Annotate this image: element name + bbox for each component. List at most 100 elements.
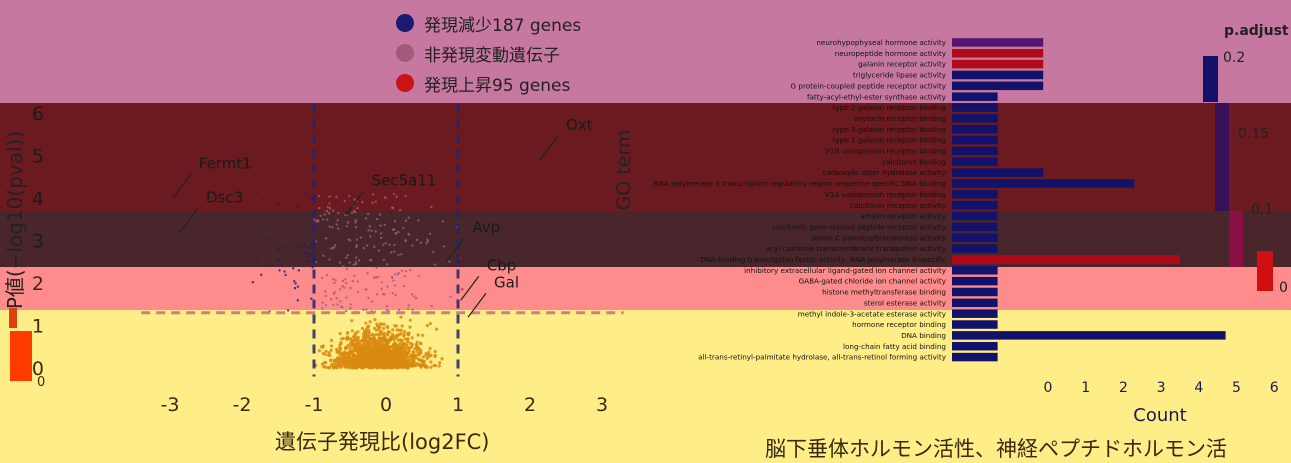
volcano-point: [364, 356, 368, 360]
volcano-point: [321, 307, 324, 310]
volcano-point: [395, 360, 400, 364]
volcano-point: [400, 269, 404, 272]
volcano-x-title: 遺伝子発現比(log2FC): [275, 430, 490, 454]
volcano-point: [388, 362, 392, 366]
volcano-y-title: P値(−log10(pval)): [3, 131, 27, 309]
volcano-point: [355, 238, 358, 241]
go-term-bar: [952, 320, 998, 329]
volcano-point: [384, 346, 388, 350]
volcano-y-tick-label: 4: [32, 188, 44, 210]
volcano-point: [277, 259, 280, 262]
volcano-point: [345, 267, 349, 271]
volcano-point: [343, 286, 346, 289]
go-term-label: calcitonin receptor activity: [850, 201, 947, 210]
volcano-point: [341, 284, 344, 288]
volcano-point: [317, 194, 321, 198]
volcano-point: [344, 346, 349, 350]
volcano-point: [337, 227, 340, 230]
volcano-point: [418, 341, 423, 345]
volcano-point: [320, 276, 324, 280]
volcano-point: [366, 352, 370, 356]
volcano-x-tick-label: 0: [380, 394, 392, 416]
volcano-point: [440, 357, 444, 361]
volcano-point: [366, 362, 371, 366]
volcano-point: [348, 365, 352, 370]
volcano-point: [429, 353, 433, 357]
volcano-point: [335, 297, 338, 300]
background-band-pink: [0, 267, 1291, 310]
volcano-point: [392, 279, 395, 282]
volcano-point: [375, 347, 379, 351]
volcano-point: [432, 250, 435, 253]
volcano-point: [349, 303, 352, 306]
figure-caption: 脳下垂体ホルモン活性、神経ペプチドホルモン活: [765, 437, 1227, 461]
go-term-bar: [952, 255, 1180, 264]
go-term-label: calcitonin gene-related peptide receptor…: [772, 222, 947, 231]
volcano-point: [334, 278, 337, 282]
volcano-point: [382, 366, 386, 370]
volcano-point: [381, 352, 385, 356]
volcano-point: [358, 339, 363, 343]
volcano-point: [336, 219, 339, 222]
volcano-point: [354, 221, 357, 224]
volcano-point: [393, 346, 397, 351]
volcano-point: [324, 294, 328, 298]
volcano-point: [362, 348, 367, 353]
volcano-point: [377, 249, 381, 252]
volcano-point: [383, 343, 387, 347]
volcano-point: [419, 351, 423, 355]
volcano-point: [338, 346, 343, 351]
volcano-point: [364, 321, 368, 325]
volcano-point: [304, 192, 308, 196]
volcano-point: [371, 201, 374, 205]
volcano-point: [281, 245, 285, 248]
volcano-point: [321, 218, 325, 221]
volcano-point: [408, 318, 412, 322]
volcano-point: [386, 285, 389, 288]
go-term-bar: [952, 103, 998, 112]
volcano-point: [260, 273, 263, 277]
volcano-point: [355, 243, 359, 247]
go-term-label: neurohypophyseal hormone activity: [816, 38, 946, 47]
volcano-point: [415, 340, 419, 344]
legend-down: 発現減少187 genes: [396, 8, 581, 38]
down-dot-icon: [396, 14, 414, 32]
volcano-point: [386, 339, 390, 343]
volcano-point: [365, 341, 370, 345]
volcano-point: [399, 315, 403, 319]
volcano-point: [358, 355, 363, 359]
volcano-point: [398, 355, 402, 359]
volcano-x-tick-label: -1: [305, 394, 324, 416]
volcano-point: [318, 207, 321, 210]
volcano-point: [382, 258, 386, 262]
volcano-point: [401, 363, 405, 367]
colorbar-segment: [1215, 103, 1229, 211]
go-term-label: serine C-palmitoyltransferase activity: [811, 233, 947, 242]
go-term-bar: [952, 179, 1135, 188]
volcano-point: [380, 287, 384, 291]
volcano-point: [382, 360, 386, 365]
volcano-point: [400, 342, 404, 346]
volcano-plot: -3 -2 -1 0 1 2 3 0 1 2 3 4 5 6 Oxt Fermt1 Sec5a11 Dsc3 Avp…: [3, 103, 624, 416]
volcano-point: [337, 211, 340, 215]
colorbar-title: p.adjust: [1224, 23, 1289, 39]
volcano-point: [413, 347, 417, 351]
volcano-point: [326, 205, 330, 209]
volcano-point: [375, 364, 379, 368]
volcano-point: [363, 339, 367, 343]
volcano-point: [443, 245, 446, 248]
volcano-point: [374, 350, 378, 354]
volcano-point: [370, 346, 374, 350]
volcano-point: [302, 236, 305, 239]
volcano-point: [348, 194, 351, 198]
volcano-point: [383, 338, 387, 343]
volcano-point: [297, 269, 301, 272]
volcano-point: [359, 349, 363, 353]
volcano-point: [409, 345, 413, 350]
volcano-point: [306, 246, 309, 250]
volcano-point: [332, 359, 337, 363]
volcano-point: [382, 292, 385, 296]
volcano-point: [421, 333, 425, 337]
